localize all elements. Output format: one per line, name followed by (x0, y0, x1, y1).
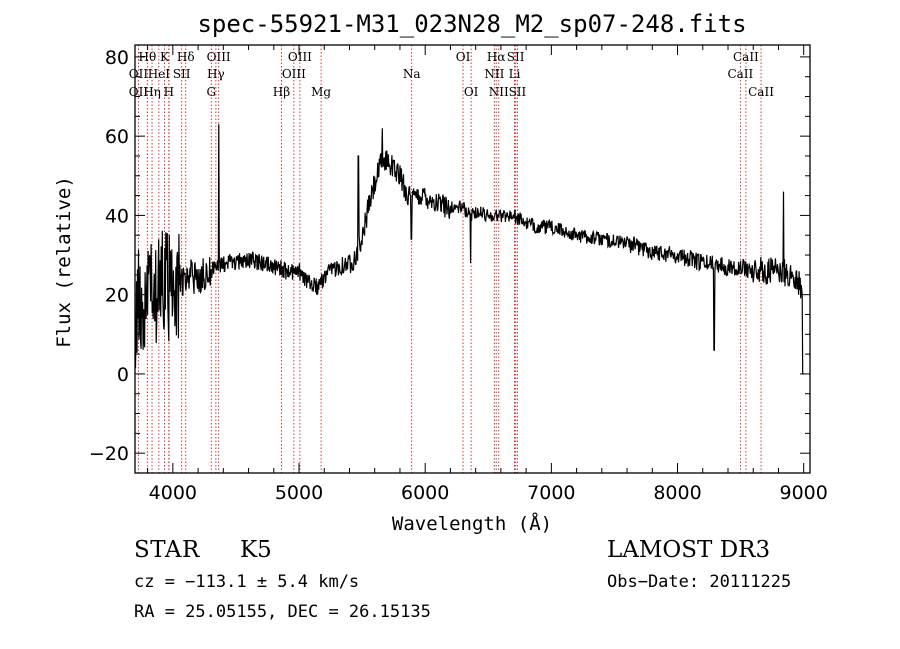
line-label: OI (464, 85, 479, 99)
line-label: OII (129, 67, 149, 81)
chart-title: spec-55921-M31_023N28_M2_sp07-248.fits (197, 10, 746, 38)
line-label: Hδ (177, 50, 195, 64)
line-label: K (160, 50, 170, 64)
line-label: Hα (487, 50, 506, 64)
line-label: OI (456, 50, 471, 64)
line-label: SII (507, 50, 525, 64)
y-tick-label: 0 (117, 364, 129, 386)
emission-line-markers (137, 45, 762, 473)
line-label: Hβ (273, 85, 290, 99)
y-tick-label: 40 (105, 205, 129, 227)
line-label: NII (484, 67, 504, 81)
x-tick-label: 4000 (149, 482, 197, 504)
x-tick-label: 8000 (653, 482, 701, 504)
line-label: H (164, 85, 174, 99)
x-tick-label: 7000 (527, 482, 575, 504)
x-tick-label: 5000 (275, 482, 323, 504)
line-label: CaII (748, 85, 774, 99)
y-tick-label: 80 (105, 47, 129, 69)
y-tick-label: 60 (105, 126, 129, 148)
ra-dec: RA = 25.05155, DEC = 26.15135 (134, 602, 431, 622)
object-subclass: K5 (240, 537, 272, 563)
line-label: Mg (311, 85, 331, 99)
redshift-cz: cz = −113.1 ± 5.4 km/s (134, 572, 360, 592)
line-label: Na (403, 67, 421, 81)
line-label: CaII (733, 50, 759, 64)
line-label: OII (129, 85, 149, 99)
x-tick-label: 6000 (401, 482, 449, 504)
line-label: HeI (148, 67, 171, 81)
line-label: Hη (143, 85, 161, 99)
x-tick-label: 9000 (780, 482, 828, 504)
spectrum-line (134, 124, 804, 375)
line-label: SII (509, 85, 527, 99)
survey-name: LAMOST DR3 (607, 537, 771, 563)
y-axis-ticks: −20 0 20 40 60 80 (89, 47, 810, 465)
line-label: OIII (282, 67, 306, 81)
plot-frame (134, 44, 811, 474)
line-label: Li (509, 67, 521, 81)
line-label: Hγ (207, 67, 225, 81)
y-axis-label: Flux (relative) (53, 176, 75, 348)
line-label: OIII (207, 50, 231, 64)
x-axis-label: Wavelength (Å) (392, 512, 552, 535)
object-class: STAR (134, 537, 200, 563)
line-label: NII (489, 85, 509, 99)
line-label: OIII (288, 50, 312, 64)
line-label: Hθ (139, 50, 157, 64)
y-tick-label: −20 (89, 443, 129, 465)
x-axis-ticks: 4000 5000 6000 7000 8000 9000 (147, 45, 828, 504)
line-label: G (207, 85, 217, 99)
line-label: SII (173, 67, 191, 81)
y-tick-label: 20 (105, 285, 129, 307)
line-label: CaII (727, 67, 753, 81)
observation-date: Obs−Date: 20111225 (607, 572, 792, 592)
